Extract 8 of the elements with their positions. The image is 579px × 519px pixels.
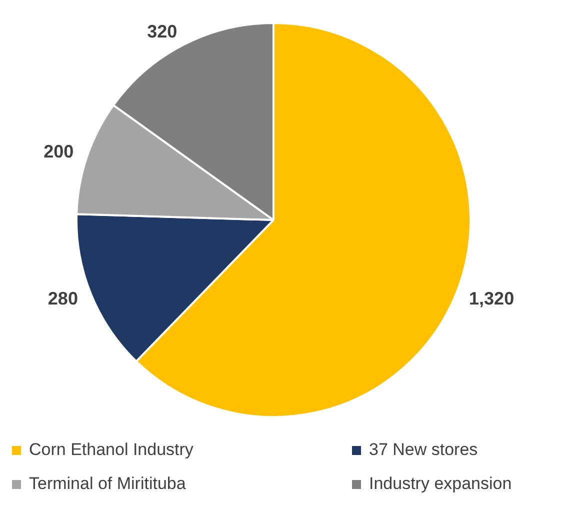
data-label: 280 [48,288,78,308]
legend-label: 37 New stores [369,440,478,460]
legend-label: Corn Ethanol Industry [29,440,194,460]
legend-label: Industry expansion [369,474,512,494]
legend-label: Terminal of Miritituba [29,474,186,494]
data-label: 1,320 [469,288,514,308]
data-label: 320 [147,21,178,42]
data-label: 200 [44,141,74,162]
